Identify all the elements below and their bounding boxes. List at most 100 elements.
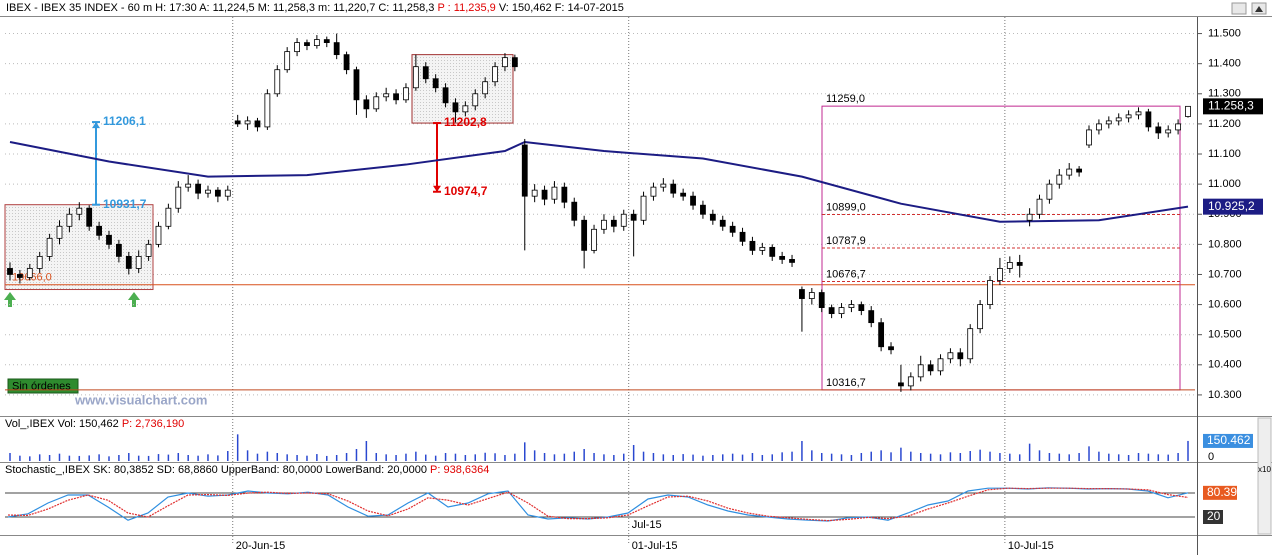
candle-body [848, 304, 855, 308]
candle-body [214, 189, 221, 197]
candle-body [917, 364, 924, 378]
candle-body [363, 99, 370, 110]
candle-body [1086, 129, 1092, 146]
y-tick-label: 10.500 [1208, 329, 1242, 341]
candle-body [591, 228, 597, 251]
candle-body [739, 231, 746, 242]
candle-body [561, 186, 568, 203]
volume-zero-label: 0 [1208, 451, 1214, 463]
month-label: Jul-15 [632, 519, 662, 531]
candle-body [343, 54, 350, 71]
candle-body [858, 304, 865, 312]
candle-body [254, 120, 261, 128]
candle-body [482, 81, 489, 95]
candle-body [125, 255, 132, 269]
candle-body [967, 328, 974, 360]
volume-header: Vol_,IBEX Vol: 150,462 P: 2,736,190 [5, 418, 184, 430]
candle-body [462, 105, 469, 113]
candle-body [26, 268, 33, 278]
candle-body [244, 120, 251, 125]
candle-body [145, 243, 152, 257]
candle-body [383, 93, 390, 98]
candle-body [185, 183, 192, 188]
candle-body [531, 189, 538, 197]
candle-body [1155, 126, 1162, 134]
candle-body [749, 240, 756, 251]
candle-body [789, 259, 795, 263]
x-tick-label: 10-Jul-15 [1008, 540, 1054, 552]
candle-body [660, 183, 667, 188]
stoch-tag [1203, 485, 1237, 500]
candle-body [1185, 105, 1191, 117]
moving-average [9, 140, 1189, 223]
candle-body [521, 144, 528, 197]
candle-body [452, 102, 459, 113]
candle-body [1165, 129, 1172, 134]
candle-body [175, 186, 182, 209]
window-icons[interactable] [1231, 2, 1267, 15]
candle-body [1026, 213, 1033, 221]
candle-body [838, 307, 845, 315]
stoch-band-tag-label: 20 [1207, 509, 1221, 523]
header: IBEX - IBEX 35 INDEX - 60 m H: 17:30 A: … [6, 2, 624, 14]
candle-body [373, 96, 380, 110]
candle-body [96, 225, 102, 236]
candle-body [719, 219, 726, 227]
stoch-tag-label: 80.39 [1207, 485, 1237, 499]
candle-body [828, 307, 835, 315]
candle-body [1145, 111, 1152, 128]
candle-body [799, 289, 805, 299]
y-tick-label: 11.100 [1208, 148, 1241, 160]
candle-body [997, 268, 1003, 281]
candle-body [165, 207, 172, 227]
green-arrows [4, 292, 140, 307]
candle-body [947, 352, 954, 360]
stoch-p: P: 938,6364 [430, 464, 489, 476]
candle-body [353, 69, 360, 101]
range-level-label: 10899,0 [826, 201, 866, 213]
candle-body [511, 57, 518, 68]
candle-body [571, 201, 578, 221]
candle-body [769, 246, 776, 257]
candle-body [1006, 262, 1013, 269]
watermark: www.visualchart.com [74, 392, 207, 407]
y-tick-label: 10.700 [1208, 268, 1242, 280]
y-tick-label: 11.000 [1208, 178, 1241, 190]
candle-body [86, 207, 93, 227]
candle-body [888, 346, 894, 351]
candle-body [927, 364, 934, 372]
candle-body [205, 189, 211, 194]
y-tick-label: 11.500 [1208, 27, 1241, 39]
annotation-box [411, 54, 514, 124]
candle-body [412, 66, 419, 89]
candle-body [690, 195, 696, 206]
stoch-header: Stochastic_,IBEX SK: 80,3852 SD: 68,8860… [5, 464, 489, 476]
candle-body [294, 42, 300, 53]
arrow-to-label: 11206,1 [103, 114, 146, 128]
candle-body [224, 189, 231, 197]
candle-body [1076, 168, 1083, 173]
header-last: P : 11,235,9 [437, 2, 495, 14]
candle-body [709, 213, 716, 221]
candle-body [422, 66, 429, 80]
candle-body [808, 292, 815, 299]
candle-body [106, 234, 112, 245]
price-tag-label: 11.258,3 [1208, 99, 1254, 113]
candle-body [442, 87, 449, 104]
candle-body [234, 120, 241, 125]
range-level-label: 10787,9 [826, 235, 866, 247]
scrollbar[interactable] [1257, 417, 1272, 535]
candle-body [1105, 120, 1112, 125]
candle-body [937, 358, 944, 372]
candle-body [195, 183, 201, 194]
orders-status: Sin órdenes [12, 380, 71, 392]
candle-body [284, 51, 291, 71]
candle-body [551, 186, 558, 200]
candle-body [472, 93, 479, 107]
candle-body [680, 192, 687, 197]
candle-body [1125, 114, 1132, 119]
candle-body [1115, 117, 1122, 122]
range-top-label: 11259,0 [826, 93, 865, 105]
candle-body [1066, 168, 1073, 176]
